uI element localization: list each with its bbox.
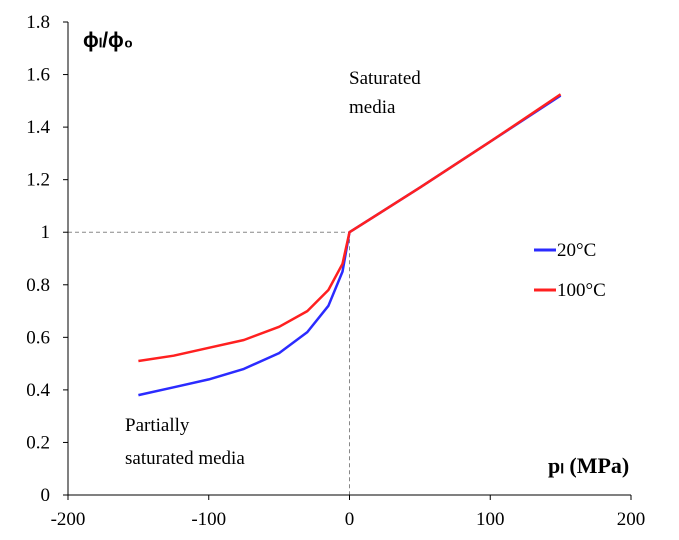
- legend-label-100c: 100°C: [557, 280, 606, 301]
- y-axis-label: ϕₗ/ϕ₀: [83, 29, 133, 52]
- x-tick-label: 0: [345, 509, 355, 530]
- y-tick-label: 0.4: [26, 380, 50, 401]
- x-tick-label: 100: [476, 509, 505, 530]
- y-tick-label: 0.2: [26, 432, 50, 453]
- series-line-1: [138, 93, 562, 363]
- legend-label-20c: 20°C: [557, 240, 596, 261]
- y-tick-label: 1.6: [26, 65, 50, 86]
- y-tick-label: 0.8: [26, 275, 50, 296]
- y-tick-group: 0 0.2 0.4 0.6 0.8 1 1.2 1.4 1.6 1.8: [26, 12, 68, 506]
- y-tick-label: 1.4: [26, 117, 50, 138]
- x-tick-label: 200: [617, 509, 646, 530]
- y-tick-label: 0.6: [26, 327, 50, 348]
- annotation-partial-line1: Partially: [125, 415, 190, 436]
- annotation-partial-line2: saturated media: [125, 448, 245, 469]
- annotation-saturated-line2: media: [349, 97, 396, 118]
- x-tick-label: -100: [191, 509, 226, 530]
- legend: 20°C 100°C: [534, 240, 606, 301]
- y-tick-label: 1: [41, 222, 51, 243]
- annotation-saturated-line1: Saturated: [349, 68, 421, 89]
- y-tick-label: 1.2: [26, 170, 50, 191]
- x-tick-label: -200: [51, 509, 86, 530]
- y-tick-label: 0: [41, 485, 51, 506]
- x-tick-group: -200 -100 0 100 200: [51, 495, 646, 530]
- x-axis-label: pₗ (MPa): [548, 453, 629, 478]
- y-tick-label: 1.8: [26, 12, 50, 33]
- plot-area: [68, 93, 562, 495]
